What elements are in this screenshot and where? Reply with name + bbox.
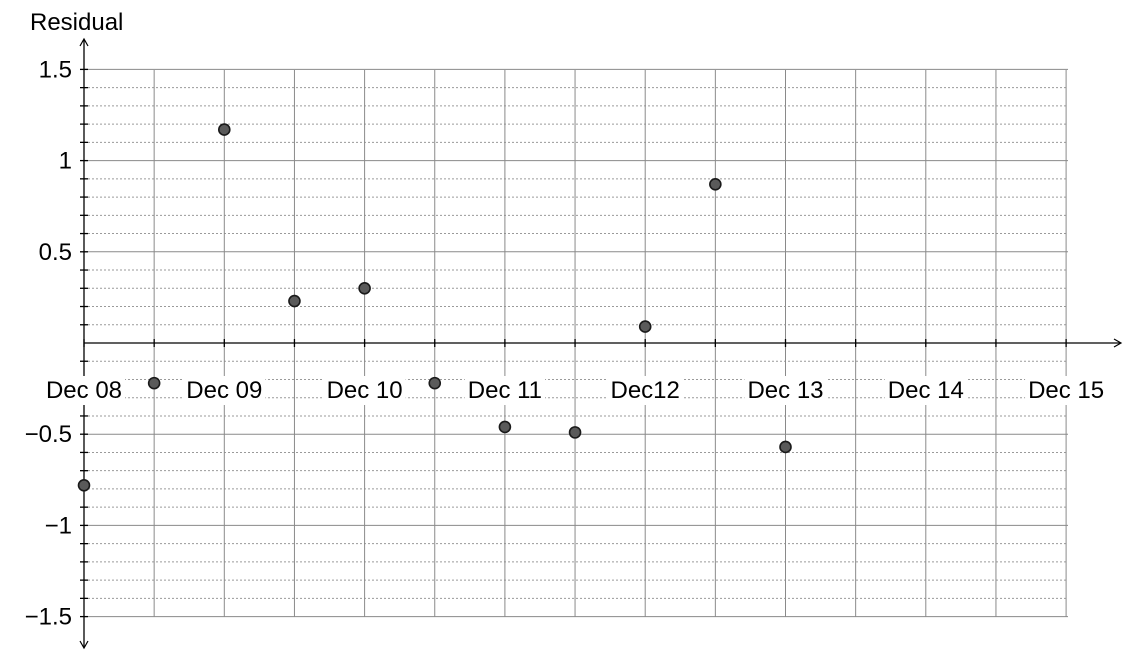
x-tick-label: Dec12: [611, 377, 680, 404]
x-tick-label: Dec 15: [1028, 377, 1104, 404]
y-tick-label-bg: [41, 511, 75, 541]
y-tick-label: 0.5: [39, 239, 72, 266]
data-point: [498, 420, 512, 434]
x-tick-label: Dec 13: [747, 377, 823, 404]
y-tick-label-bg: [35, 55, 75, 85]
y-axis-title: Residual: [30, 9, 123, 36]
data-point: [709, 178, 722, 191]
data-point: [288, 294, 301, 308]
x-tick-label-bg: [464, 376, 546, 405]
x-tick-label-bg: [884, 376, 967, 405]
data-point: [147, 376, 161, 390]
x-tick-label-bg: [323, 376, 406, 405]
data-point: [77, 478, 91, 492]
x-tick-label-bg: [607, 376, 683, 405]
data-point: [358, 281, 371, 295]
x-tick-label: Dec 09: [186, 377, 262, 404]
chart-axes: [79, 37, 1123, 650]
data-point: [568, 426, 582, 439]
y-tick-label: −0.5: [25, 421, 72, 448]
x-tick-label: Dec 10: [327, 377, 403, 404]
x-tick-labels: Dec 08 Dec 09 Dec 10 Dec 11 Dec12 Dec 13 Dec 1…: [42, 376, 1108, 405]
data-points: [77, 123, 792, 492]
y-tick-labels: 1.5 1 0.5 −0.5 −1 −1.5: [21, 55, 75, 632]
x-axis-arrow: [1113, 338, 1123, 348]
x-tick-label: Dec 11: [468, 377, 542, 404]
y-tick-label-bg: [21, 420, 75, 450]
y-tick-label-bg: [35, 237, 75, 267]
chart-grid: [84, 68, 1068, 618]
x-tick-label-bg: [42, 376, 126, 405]
y-tick-label: 1.5: [39, 56, 72, 83]
x-tick-label: Dec 14: [888, 377, 964, 404]
y-tick-label-bg: [21, 602, 75, 632]
y-tick-label: −1: [45, 512, 72, 539]
data-point: [638, 320, 652, 333]
data-point: [218, 123, 231, 136]
x-tick-label: Dec 08: [46, 377, 122, 404]
x-tick-label-bg: [744, 376, 827, 405]
y-tick-label: 1: [59, 148, 72, 175]
data-point: [779, 440, 792, 454]
x-tick-label-bg: [183, 376, 266, 405]
y-tick-label: −1.5: [25, 604, 72, 631]
data-point: [428, 376, 442, 390]
y-axis-arrow-up: [79, 37, 89, 47]
x-tick-label-bg: [1025, 376, 1108, 405]
y-axis-arrow-down: [79, 640, 89, 650]
y-tick-label-bg: [55, 146, 75, 176]
